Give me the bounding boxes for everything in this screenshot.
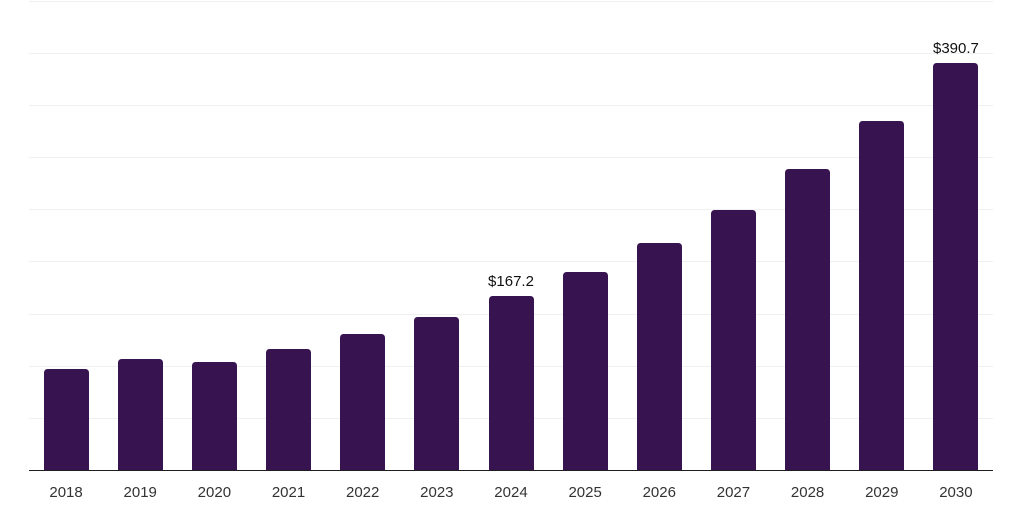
gridline [29,261,993,263]
x-tick-label-2020: 2020 [197,484,232,501]
bar-value-label-2030: $390.7 [932,39,979,57]
bar-2025 [562,271,608,470]
x-tick-label-2029: 2029 [865,484,899,501]
bar-2030 [933,62,979,470]
gridline [29,157,993,159]
bar-2023 [414,317,460,470]
x-tick-label-2030: 2030 [939,484,973,501]
bar-2020 [191,361,237,470]
x-tick-label-2022: 2022 [345,484,380,501]
x-axis-line [29,469,993,471]
bar-2022 [340,334,386,470]
gridline [29,104,993,106]
x-tick-label-2019: 2019 [123,484,157,501]
bar-2024 [488,295,534,470]
bar-2026 [636,243,682,470]
gridline [29,209,993,211]
bar-2028 [785,169,831,470]
x-tick-label-2023: 2023 [420,484,454,501]
bar-2021 [266,349,312,470]
bar-2029 [859,121,905,470]
x-tick-label-2027: 2027 [716,484,751,501]
gridline [29,52,993,54]
bar-2027 [710,209,756,470]
plot-area: $167.2 $390.7 [29,0,993,471]
x-tick-label-2021: 2021 [271,484,306,501]
x-tick-label-2018: 2018 [49,484,83,501]
bar-2018 [43,368,89,470]
x-tick-label-2025: 2025 [568,484,602,501]
x-tick-label-2024: 2024 [494,484,528,501]
x-tick-label-2028: 2028 [790,484,825,501]
gridline [29,0,993,2]
bar-2019 [117,359,163,470]
bar-value-label-2024: $167.2 [488,272,534,290]
x-tick-label-2026: 2026 [642,484,676,501]
